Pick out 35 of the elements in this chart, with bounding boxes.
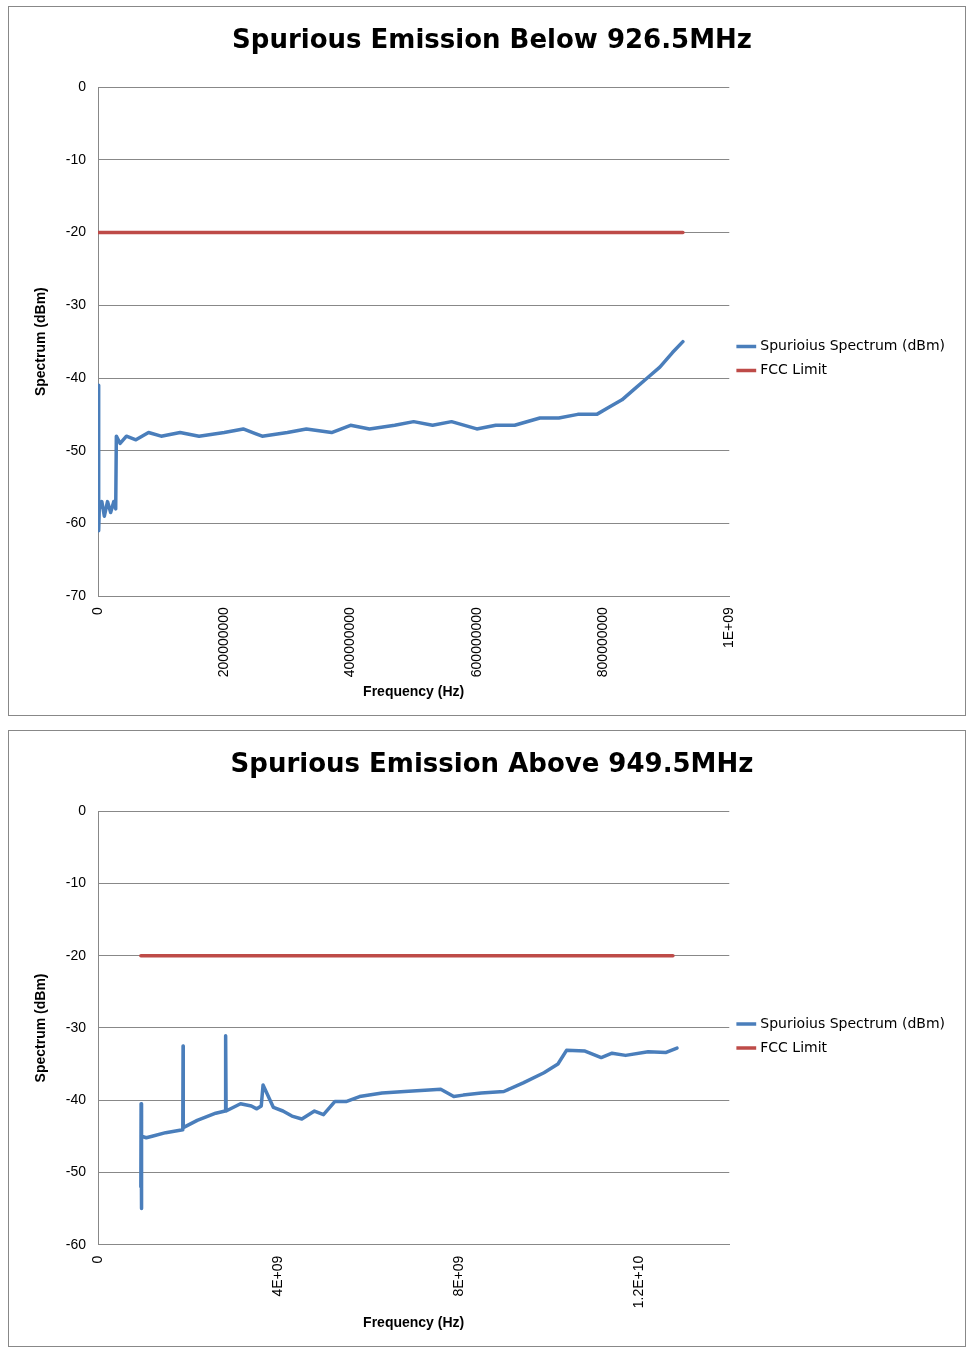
y-tick-label: 0 — [78, 78, 87, 95]
x-tick-label: 8E+09 — [449, 1255, 466, 1297]
y-axis-title: Spectrum (dBm) — [32, 287, 49, 397]
y-tick-label: -20 — [65, 223, 87, 240]
x-tick-label: 600000000 — [467, 606, 484, 678]
x-tick-label: 800000000 — [593, 606, 610, 678]
x-tick-label: 0 — [88, 1255, 105, 1264]
y-tick-label: -10 — [65, 150, 87, 167]
chart-title: Spurious Emission Below 926.5MHz — [232, 24, 752, 55]
x-tick-label: 200000000 — [215, 606, 232, 678]
legend-label: FCC Limit — [760, 361, 828, 378]
x-tick-label: 400000000 — [341, 606, 358, 678]
y-axis-title: Spectrum (dBm) — [32, 973, 49, 1083]
y-tick-label: -70 — [65, 586, 87, 603]
x-tick-label: 0 — [88, 606, 105, 615]
y-tick-label: -60 — [65, 514, 87, 531]
legend-label: FCC Limit — [760, 1038, 828, 1055]
x-axis-title: Frequency (Hz) — [363, 1314, 465, 1331]
y-tick-label: -40 — [65, 1091, 87, 1108]
y-tick-label: -30 — [65, 1018, 87, 1035]
y-tick-label: -40 — [65, 368, 87, 385]
y-tick-label: -60 — [65, 1235, 87, 1252]
y-tick-label: -50 — [65, 1163, 87, 1180]
x-tick-label: 1E+09 — [720, 606, 737, 648]
legend-label: Spurioius Spectrum (dBm) — [760, 1014, 946, 1031]
y-tick-label: -30 — [65, 296, 87, 313]
x-tick-label: 1.2E+10 — [629, 1255, 646, 1309]
x-axis-title: Frequency (Hz) — [363, 683, 465, 700]
y-tick-label: -10 — [65, 874, 87, 891]
legend-label: Spurioius Spectrum (dBm) — [760, 337, 946, 354]
chart-title: Spurious Emission Above 949.5MHz — [230, 748, 754, 779]
x-tick-label: 4E+09 — [269, 1255, 286, 1297]
y-tick-label: -20 — [65, 946, 87, 963]
y-tick-label: -50 — [65, 441, 87, 458]
y-tick-label: 0 — [78, 802, 87, 819]
